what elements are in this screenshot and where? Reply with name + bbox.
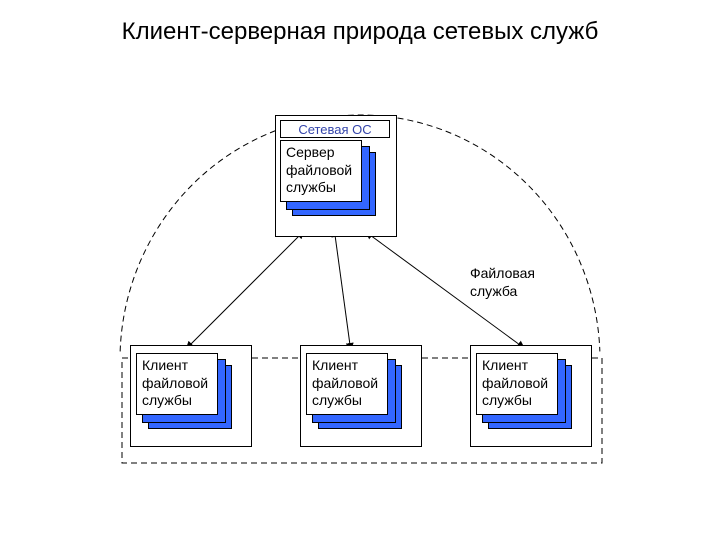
client-stack-0: Клиент файловой службы bbox=[136, 353, 232, 429]
file-service-label-line2: служба bbox=[470, 283, 535, 301]
server-os-label: Сетевая ОС bbox=[280, 120, 390, 138]
client-stack-1: Клиент файловой службы bbox=[306, 353, 402, 429]
diagram-svg bbox=[0, 0, 720, 540]
file-service-label: Файловая служба bbox=[470, 265, 535, 300]
client-stack-2: Клиент файловой службы bbox=[476, 353, 572, 429]
diagram-canvas: Сетевая ОС Сервер файловой службы Клиент… bbox=[0, 0, 720, 540]
stack-label: Сервер файловой службы bbox=[280, 140, 362, 202]
stack-label: Клиент файловой службы bbox=[136, 353, 218, 415]
stack-label: Клиент файловой службы bbox=[306, 353, 388, 415]
stack-label: Клиент файловой службы bbox=[476, 353, 558, 415]
server-stack: Сервер файловой службы bbox=[280, 140, 376, 216]
file-service-label-line1: Файловая bbox=[470, 265, 535, 283]
